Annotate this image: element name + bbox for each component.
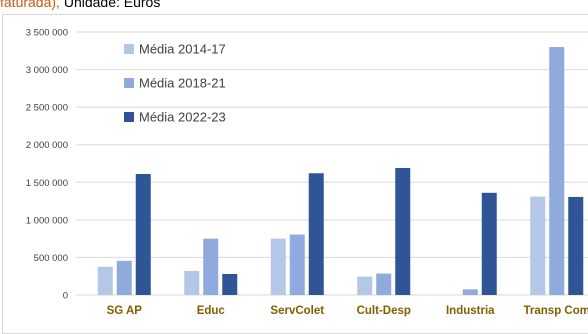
legend-swatch — [124, 78, 134, 88]
x-category-label: Cult-Desp — [357, 305, 411, 317]
bar — [395, 168, 411, 295]
bar — [481, 192, 497, 295]
y-tick-label: 2 000 000 — [26, 140, 68, 151]
bar-chart: 0 500 000 1 000 000 1 500 000 2 000 000 2 500… — [26, 28, 588, 317]
x-category-label: ServColet — [270, 305, 324, 317]
bar — [203, 238, 219, 295]
y-tick-label: 0 — [63, 291, 68, 302]
y-tick-label: 1 500 000 — [26, 178, 68, 189]
bar — [222, 273, 238, 295]
bar — [568, 196, 584, 295]
caption-lead: faturada), — [0, 0, 60, 10]
chart-caption: faturada), Unidade: Euros — [0, 0, 160, 10]
bar — [184, 270, 200, 295]
legend-swatch — [124, 44, 134, 54]
y-tick-label: 2 500 000 — [26, 103, 68, 114]
bar — [97, 266, 113, 295]
y-tick-label: 3 000 000 — [26, 65, 68, 76]
legend-swatch — [124, 112, 134, 122]
bar — [116, 260, 132, 295]
legend-label: Média 2022-23 — [139, 110, 226, 125]
y-tick-label: 500 000 — [34, 253, 68, 264]
bar — [357, 276, 373, 295]
bar — [289, 234, 305, 295]
legend-label: Média 2014-17 — [139, 42, 226, 57]
bar — [135, 174, 151, 295]
legend-label: Média 2018-21 — [139, 76, 226, 91]
bar — [462, 289, 478, 295]
y-tick-label: 1 000 000 — [26, 215, 68, 226]
x-category-label: Industria — [446, 305, 495, 317]
caption-unit: Unidade: Euros — [59, 0, 161, 10]
y-tick-label: 3 500 000 — [26, 28, 68, 39]
x-category-label: Transp Com — [524, 305, 588, 317]
bar — [270, 238, 286, 295]
x-category-label: SG AP — [107, 305, 143, 317]
bar — [549, 47, 565, 296]
bar — [530, 196, 546, 295]
bar — [308, 173, 324, 295]
bar — [376, 273, 392, 295]
x-category-label: Educ — [197, 305, 226, 317]
